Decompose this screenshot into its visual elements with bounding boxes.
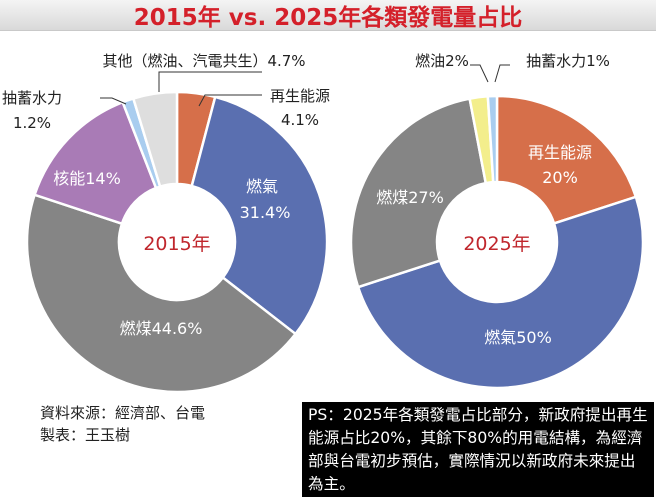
leader-line-hydro-2015 (100, 97, 127, 105)
donut-charts: 2015年 2025年 其他（燃油、汽電共生）4.7% 抽蓄水力 1.2% 再生… (2, 52, 645, 394)
label-renew-name-2015: 再生能源 (270, 87, 330, 105)
label-other-2015: 其他（燃油、汽電共生）4.7% (102, 52, 305, 70)
donut-2015-slice-1 (190, 95, 329, 336)
label-renew-name-2025: 再生能源 (528, 143, 592, 162)
donut-2025-center-hole (437, 182, 557, 302)
author-line: 製表：王玉樹 (40, 426, 131, 444)
label-renew-pct-2015: 4.1% (281, 111, 319, 129)
label-hydro-2025: 抽蓄水力1% (526, 52, 610, 70)
donut-chart-2025 (349, 94, 645, 389)
source-line: 資料來源：經濟部、台電 (40, 404, 206, 422)
donut-chart-2015 (25, 90, 329, 394)
source-note: 資料來源：經濟部、台電 製表：王玉樹 (40, 402, 205, 446)
donut-2015-center-hole (119, 184, 235, 300)
chart-title: 2015年 vs. 2025年各類發電量占比 (0, 0, 656, 31)
label-oil-2025: 燃油2% (415, 52, 469, 70)
ps-note: PS：2025年各類發電占比部分，新政府提出再生能源占比20%，其餘下80%的用… (302, 402, 654, 497)
label-gas-2025: 燃氣50% (484, 328, 552, 347)
leader-line-hydro-2025 (494, 64, 510, 83)
label-gas-name-2015: 燃氣 (246, 177, 278, 196)
label-renew-pct-2025: 20% (542, 168, 578, 187)
leader-line-oil-2025 (470, 64, 489, 83)
center-label-2015: 2015年 (143, 233, 210, 255)
label-hydro-pct-2015: 1.2% (13, 114, 51, 132)
center-label-2025: 2025年 (463, 233, 530, 255)
leader-line-renew-2015 (198, 94, 262, 107)
label-nuclear-2015: 核能14% (53, 169, 121, 188)
label-hydro-name-2015: 抽蓄水力 (2, 89, 62, 107)
leader-line-other-2015 (158, 71, 262, 92)
label-coal-2015: 燃煤44.6% (120, 319, 203, 338)
label-gas-pct-2015: 31.4% (240, 203, 291, 222)
label-coal-2025: 燃煤27% (376, 188, 444, 207)
